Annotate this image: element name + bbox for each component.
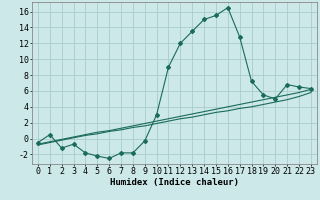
- X-axis label: Humidex (Indice chaleur): Humidex (Indice chaleur): [110, 178, 239, 187]
